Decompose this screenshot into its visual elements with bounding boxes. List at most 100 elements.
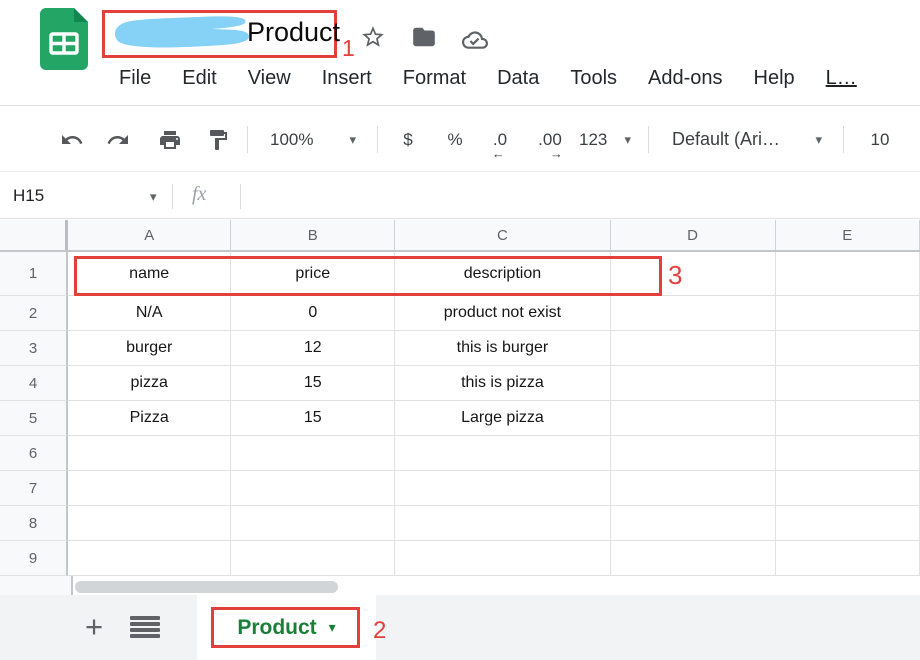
cell-E7[interactable]: [775, 471, 920, 506]
zoom-dropdown[interactable]: 100% ▾: [262, 107, 364, 172]
select-all-corner[interactable]: [0, 220, 69, 250]
cloud-saved-icon[interactable]: [462, 26, 488, 52]
cell-E9[interactable]: [775, 541, 920, 576]
decrease-decimal-button[interactable]: .0 ←: [478, 107, 522, 172]
all-sheets-icon[interactable]: [130, 616, 160, 638]
document-title[interactable]: Product: [247, 17, 341, 47]
add-sheet-button[interactable]: +: [84, 609, 104, 644]
cell-B8[interactable]: [231, 506, 396, 541]
cell-D1[interactable]: [610, 252, 776, 296]
row-number[interactable]: 5: [0, 401, 69, 436]
cell-A5[interactable]: Pizza: [68, 401, 232, 436]
annotation-label-3: 3: [668, 260, 683, 290]
cell-D7[interactable]: [610, 471, 776, 506]
column-header-d[interactable]: D: [611, 220, 776, 250]
column-header-b[interactable]: B: [231, 220, 396, 250]
cell-C3[interactable]: this is burger: [395, 331, 611, 366]
row-number[interactable]: 2: [0, 296, 69, 331]
column-header-e[interactable]: E: [776, 220, 920, 250]
cell-D8[interactable]: [610, 506, 776, 541]
cell-B2[interactable]: 0: [231, 296, 396, 331]
paint-format-button[interactable]: [196, 107, 240, 172]
sheet-tab-product[interactable]: Product ▾: [197, 595, 376, 660]
cell-A3[interactable]: burger: [68, 331, 232, 366]
cell-C8[interactable]: [395, 506, 611, 541]
cell-D5[interactable]: [610, 401, 776, 436]
cell-C4[interactable]: this is pizza: [395, 366, 611, 401]
cell-A9[interactable]: [68, 541, 232, 576]
move-to-folder-icon[interactable]: [411, 24, 437, 50]
cell-A6[interactable]: [68, 436, 232, 471]
redo-button[interactable]: [98, 107, 138, 172]
column-header-c[interactable]: C: [395, 220, 611, 250]
row-number[interactable]: 8: [0, 506, 69, 541]
row-number[interactable]: 3: [0, 331, 69, 366]
cell-D9[interactable]: [610, 541, 776, 576]
menu-help[interactable]: Help: [753, 67, 795, 89]
cell-D3[interactable]: [610, 331, 776, 366]
row-number[interactable]: 7: [0, 471, 69, 506]
sheet-tab-label: Product: [237, 615, 317, 639]
google-sheets-logo-icon[interactable]: [40, 8, 88, 70]
chevron-down-icon: ▾: [624, 131, 631, 147]
cell-E5[interactable]: [775, 401, 920, 436]
cell-C2[interactable]: product not exist: [395, 296, 611, 331]
menu-data[interactable]: Data: [497, 67, 540, 89]
menu-edit[interactable]: Edit: [182, 67, 217, 89]
cell-B6[interactable]: [231, 436, 396, 471]
font-family-dropdown[interactable]: Default (Ari… ▾: [662, 107, 832, 172]
cell-C5[interactable]: Large pizza: [395, 401, 611, 436]
row-number[interactable]: 9: [0, 541, 69, 576]
cell-A2[interactable]: N/A: [68, 296, 232, 331]
cell-A4[interactable]: pizza: [68, 366, 232, 401]
font-size-control[interactable]: 10: [858, 107, 902, 172]
cell-B7[interactable]: [231, 471, 396, 506]
cell-E1[interactable]: [775, 252, 920, 296]
cell-C7[interactable]: [395, 471, 611, 506]
cell-E2[interactable]: [775, 296, 920, 331]
menu-add-ons[interactable]: Add-ons: [648, 67, 723, 89]
cell-D2[interactable]: [610, 296, 776, 331]
chevron-down-icon[interactable]: ▾: [150, 189, 157, 204]
menu-tools[interactable]: Tools: [570, 67, 618, 89]
row-number[interactable]: 4: [0, 366, 69, 401]
menu-view[interactable]: View: [247, 67, 291, 89]
cell-A1[interactable]: name: [68, 252, 232, 296]
formula-input[interactable]: [252, 181, 912, 211]
last-edit-link[interactable]: L…: [825, 67, 857, 89]
cell-C6[interactable]: [395, 436, 611, 471]
cell-B5[interactable]: 15: [231, 401, 396, 436]
cell-E6[interactable]: [775, 436, 920, 471]
print-button[interactable]: [148, 107, 192, 172]
horizontal-scrollbar[interactable]: [75, 581, 338, 593]
cell-D6[interactable]: [610, 436, 776, 471]
grid-row-5: 5 Pizza 15 Large pizza: [0, 401, 920, 436]
cell-D4[interactable]: [610, 366, 776, 401]
cell-C1[interactable]: description: [395, 252, 611, 296]
name-box[interactable]: H15: [13, 186, 45, 205]
star-icon[interactable]: [360, 24, 386, 50]
cell-E3[interactable]: [775, 331, 920, 366]
formula-bar-separator: [240, 184, 241, 209]
menu-file[interactable]: File: [119, 67, 152, 89]
format-percent-button[interactable]: %: [437, 107, 473, 172]
cell-E4[interactable]: [775, 366, 920, 401]
undo-button[interactable]: [52, 107, 92, 172]
column-header-a[interactable]: A: [68, 220, 232, 250]
row-number[interactable]: 6: [0, 436, 69, 471]
cell-E8[interactable]: [775, 506, 920, 541]
menu-insert[interactable]: Insert: [321, 67, 372, 89]
more-formats-dropdown[interactable]: 123 ▾: [575, 107, 635, 172]
cell-C9[interactable]: [395, 541, 611, 576]
cell-A8[interactable]: [68, 506, 232, 541]
increase-decimal-button[interactable]: .00 →: [526, 107, 574, 172]
cell-B4[interactable]: 15: [231, 366, 396, 401]
decrease-decimal-label: .0 ←: [491, 129, 508, 161]
menu-format[interactable]: Format: [402, 67, 467, 89]
format-currency-button[interactable]: $: [390, 107, 426, 172]
cell-B3[interactable]: 12: [231, 331, 396, 366]
cell-B9[interactable]: [231, 541, 396, 576]
row-number[interactable]: 1: [0, 252, 69, 296]
cell-B1[interactable]: price: [231, 252, 396, 296]
cell-A7[interactable]: [68, 471, 232, 506]
